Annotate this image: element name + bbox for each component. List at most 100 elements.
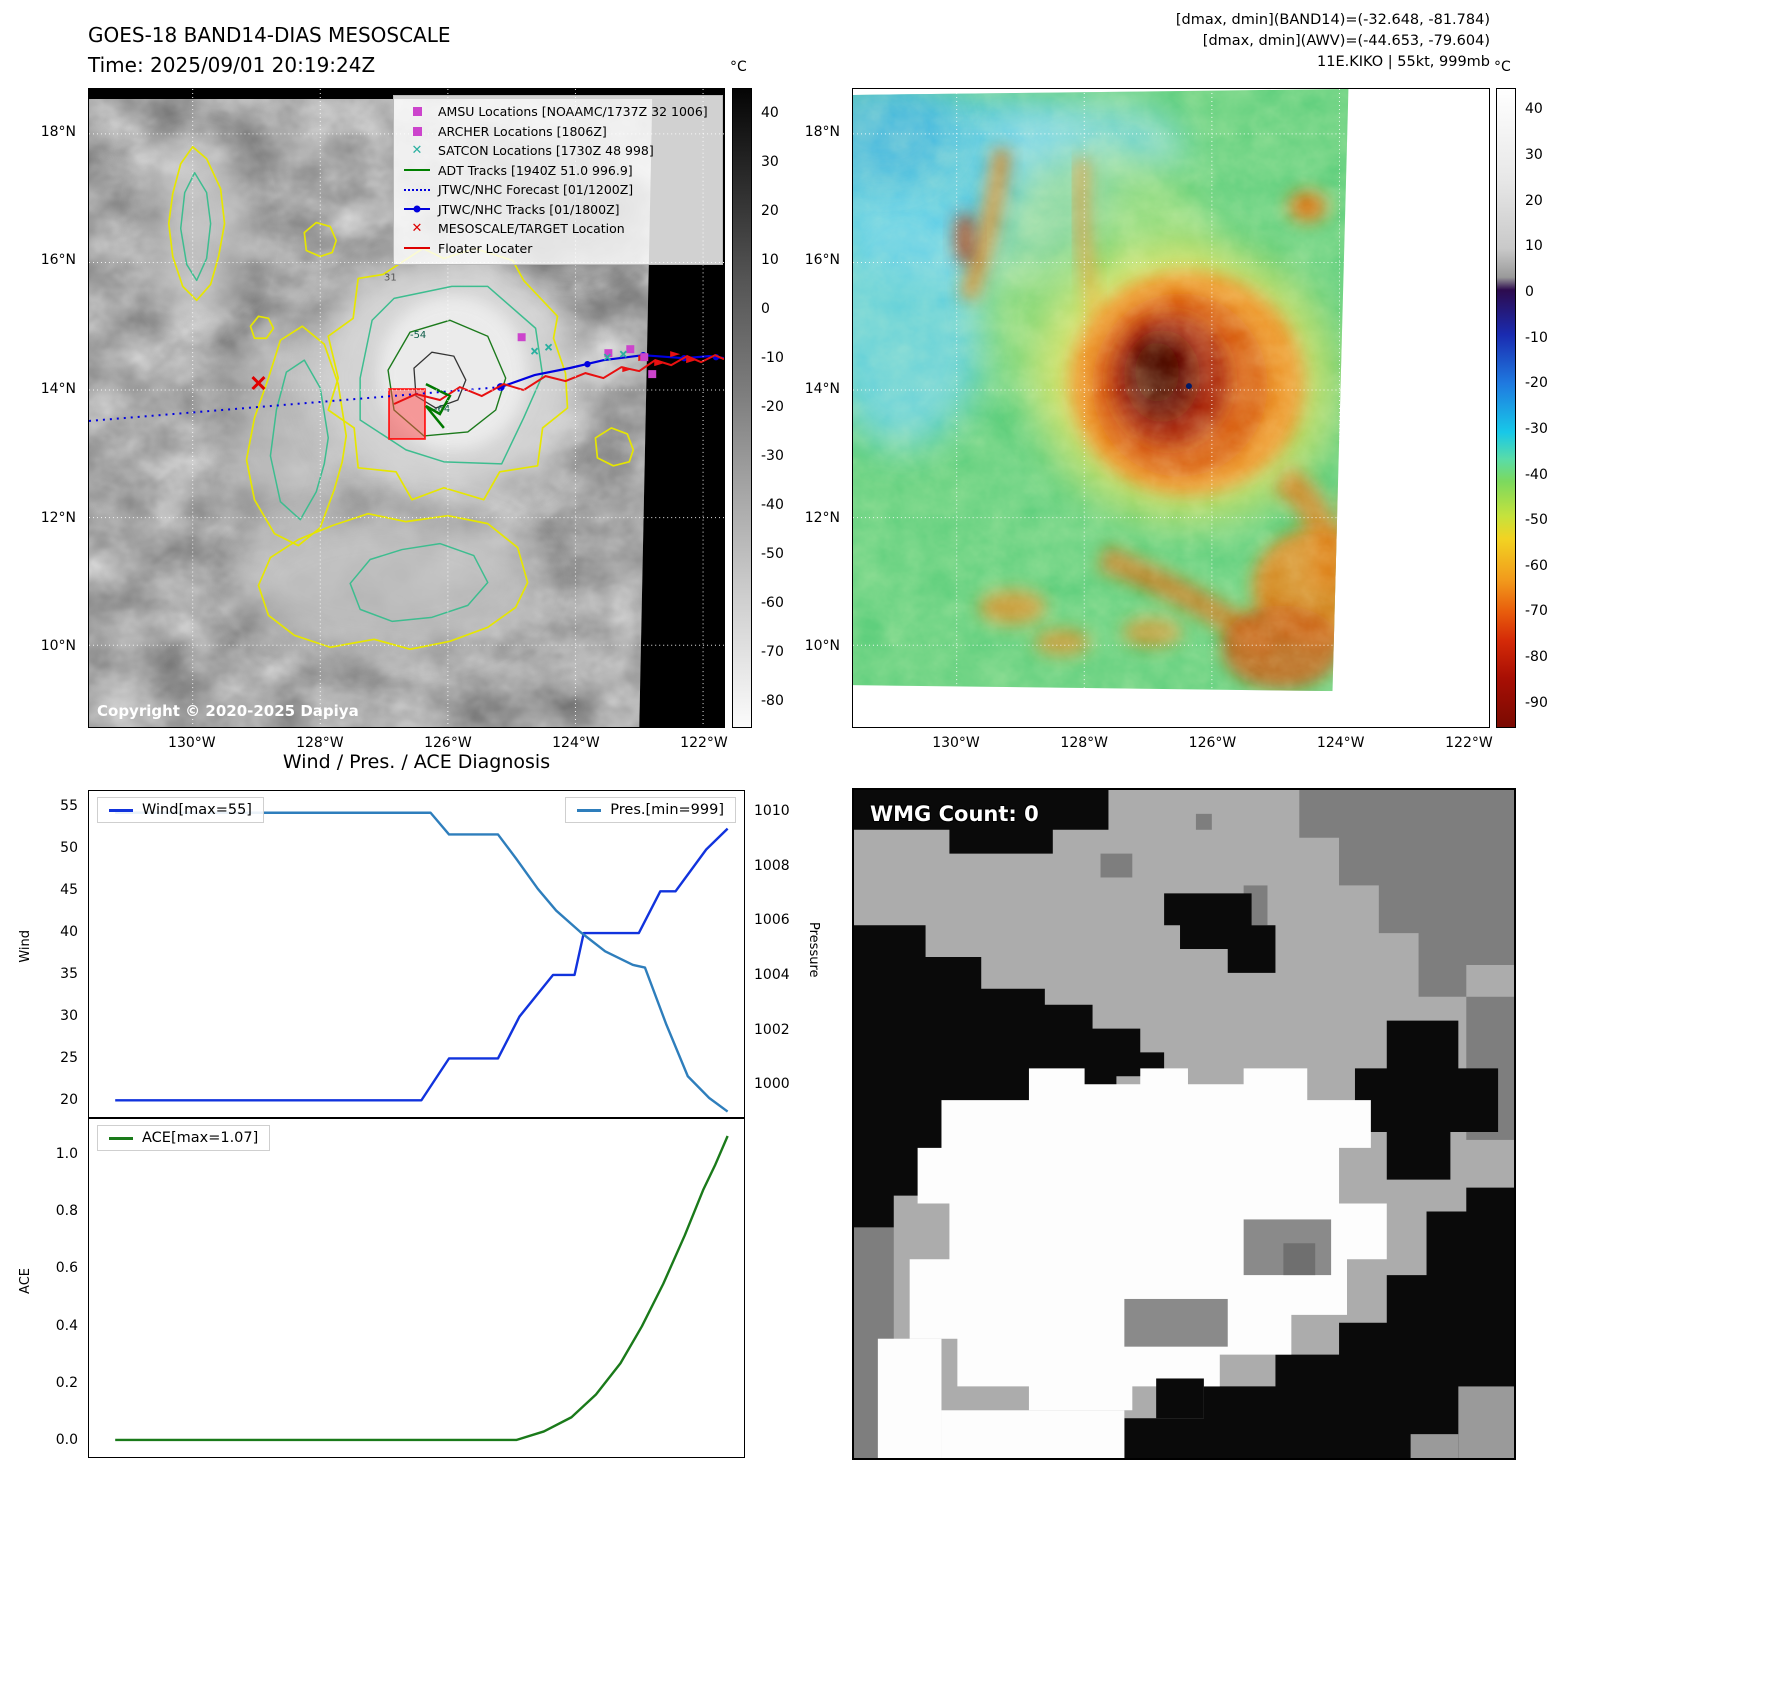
tick-label: 12°N xyxy=(804,509,840,526)
legend-item: ✕ SATCON Locations [1730Z 48 998] xyxy=(402,141,716,161)
satcon-markers xyxy=(530,343,627,361)
mesoscale-target-box xyxy=(388,388,426,440)
inner-contour xyxy=(413,351,467,409)
awv-lat-axis: 18°N 16°N 14°N 12°N 10°N xyxy=(792,88,846,728)
ir-title: GOES-18 BAND14-DIAS MESOSCALE xyxy=(88,23,451,47)
tick-label: 128°W xyxy=(1060,735,1109,751)
tick-label: -80 xyxy=(761,693,784,710)
tick-label: 0.8 xyxy=(55,1203,78,1220)
legend-item-label: JTWC/NHC Forecast [01/1200Z] xyxy=(438,182,634,198)
awv-lon-axis: 130°W 128°W 126°W 124°W 122°W xyxy=(852,731,1493,753)
tick-label: -80 xyxy=(1525,649,1548,666)
ir-gridlines xyxy=(89,89,724,727)
legend-item-label: ARCHER Locations [1806Z] xyxy=(438,123,607,139)
tick-label: 130°W xyxy=(168,735,216,751)
tick-label: 0 xyxy=(1525,283,1534,300)
tick-label: 40 xyxy=(761,104,779,121)
wind-axis-label: Wind xyxy=(18,930,33,963)
tick-label: 130°W xyxy=(932,735,980,751)
tick-label: 10°N xyxy=(804,638,840,655)
tick-label: 128°W xyxy=(296,735,344,751)
tick-label: 10°N xyxy=(40,638,76,655)
tick-label: -60 xyxy=(761,595,784,612)
dmax-dmin-band14: [dmax, dmin](BAND14)=(-32.648, -81.784) xyxy=(1175,12,1490,28)
square-marker-icon xyxy=(402,124,432,138)
amsu-archer-markers xyxy=(517,333,657,379)
tick-label: 14°N xyxy=(804,381,840,398)
ir-colorbar-unit: °C xyxy=(730,59,747,75)
legend-item: ARCHER Locations [1806Z] xyxy=(402,122,716,142)
copyright-text: Copyright © 2020-2025 Dapiya xyxy=(97,702,359,720)
contour-label: -54 xyxy=(410,330,426,341)
tick-label: 1008 xyxy=(754,857,790,874)
dmax-dmin-awv: [dmax, dmin](AWV)=(-44.653, -79.604) xyxy=(1202,33,1490,50)
pressure-legend: Pres.[min=999] xyxy=(565,797,736,823)
tick-label: 1010 xyxy=(754,802,790,819)
ir-legend: AMSU Locations [NOAAMC/1737Z 32 1006] ARC… xyxy=(393,95,723,265)
tick-label: -10 xyxy=(761,349,784,366)
tick-label: 30 xyxy=(761,153,779,170)
tick-label: 18°N xyxy=(40,123,76,140)
tick-label: 124°W xyxy=(1316,735,1365,751)
awv-colorbar-unit: °C xyxy=(1494,59,1511,75)
tick-label: 14°N xyxy=(40,381,76,398)
tick-label: 18°N xyxy=(804,123,840,140)
tick-label: 1.0 xyxy=(55,1146,78,1163)
tick-label: 16°N xyxy=(804,252,840,269)
wind-series-line xyxy=(115,829,727,1101)
floater-locater-track xyxy=(393,354,724,405)
tick-label: 30 xyxy=(60,1008,78,1025)
legend-item-label: SATCON Locations [1730Z 48 998] xyxy=(438,143,654,159)
diagnosis-title: Wind / Pres. / ACE Diagnosis xyxy=(282,751,551,773)
tick-label: -60 xyxy=(1525,557,1548,574)
ir-colorbar xyxy=(732,88,752,728)
tick-label: 30 xyxy=(1525,147,1543,164)
pressure-legend-swatch xyxy=(577,808,602,812)
pressure-axis-label: Pressure xyxy=(806,922,821,978)
legend-item-label: ADT Tracks [1940Z 51.0 996.9] xyxy=(438,162,633,178)
awv-satellite-plot xyxy=(852,88,1490,728)
square-marker-icon xyxy=(402,105,432,119)
tick-label: -20 xyxy=(761,399,784,415)
tick-label: -50 xyxy=(1525,512,1548,529)
ace-line xyxy=(89,1119,744,1457)
wind-yaxis-ticks: 20 25 30 35 40 45 50 55 xyxy=(38,790,84,1118)
tick-label: 35 xyxy=(60,966,78,983)
ace-yaxis-ticks: 0.0 0.2 0.4 0.6 0.8 1.0 xyxy=(38,1118,84,1458)
legend-item-label: MESOSCALE/TARGET Location xyxy=(438,221,625,237)
adt-track-line xyxy=(424,382,452,429)
ace-legend-swatch xyxy=(109,1136,133,1140)
legend-item: JTWC/NHC Tracks [01/1800Z] xyxy=(402,200,716,220)
ir-lon-axis: 130°W 128°W 126°W 124°W 122°W xyxy=(88,731,728,753)
legend-item: Floater Locater xyxy=(402,239,716,259)
legend-item: ADT Tracks [1940Z 51.0 996.9] xyxy=(402,161,716,181)
pressure-legend-label: Pres.[min=999] xyxy=(610,802,724,818)
tick-label: 124°W xyxy=(552,735,600,751)
wmg-pixel-image xyxy=(854,790,1514,1458)
line-dot-marker-icon xyxy=(402,202,432,216)
tick-label: -50 xyxy=(761,546,784,563)
tick-label: 126°W xyxy=(1188,735,1237,751)
tick-label: 1006 xyxy=(754,912,790,929)
tick-label: 1002 xyxy=(754,1021,790,1038)
ir-title-block: GOES-18 BAND14-DIAS MESOSCALE Time: 2025… xyxy=(88,20,451,80)
tick-label: 12°N xyxy=(40,509,76,526)
x-marker-icon: ✕ xyxy=(411,221,423,237)
tick-label: 126°W xyxy=(424,735,472,751)
legend-item-label: JTWC/NHC Tracks [01/1800Z] xyxy=(438,201,620,217)
tick-label: -20 xyxy=(1525,375,1548,392)
legend-item-label: AMSU Locations [NOAAMC/1737Z 32 1006] xyxy=(438,104,708,120)
tick-label: 16°N xyxy=(40,252,76,269)
tick-label: -30 xyxy=(1525,420,1548,437)
line-marker-icon xyxy=(402,241,432,255)
pressure-yaxis-ticks: 1000 1002 1004 1006 1008 1010 xyxy=(749,790,795,1118)
awv-colorbar-ticks: 40 30 20 10 0 -10 -20 -30 -40 -50 -60 -70 -80 -90 xyxy=(1520,88,1568,728)
wmg-count-label: WMG Count: 0 xyxy=(870,802,1039,826)
ir-satellite-plot: 31 -54 -64 xyxy=(88,88,725,728)
tick-label: 55 xyxy=(60,797,78,814)
tick-label: -90 xyxy=(1525,694,1548,711)
tick-label: 10 xyxy=(761,251,779,268)
awv-colorbar xyxy=(1496,88,1516,728)
tick-label: -30 xyxy=(761,448,784,465)
tick-label: 122°W xyxy=(680,735,728,751)
